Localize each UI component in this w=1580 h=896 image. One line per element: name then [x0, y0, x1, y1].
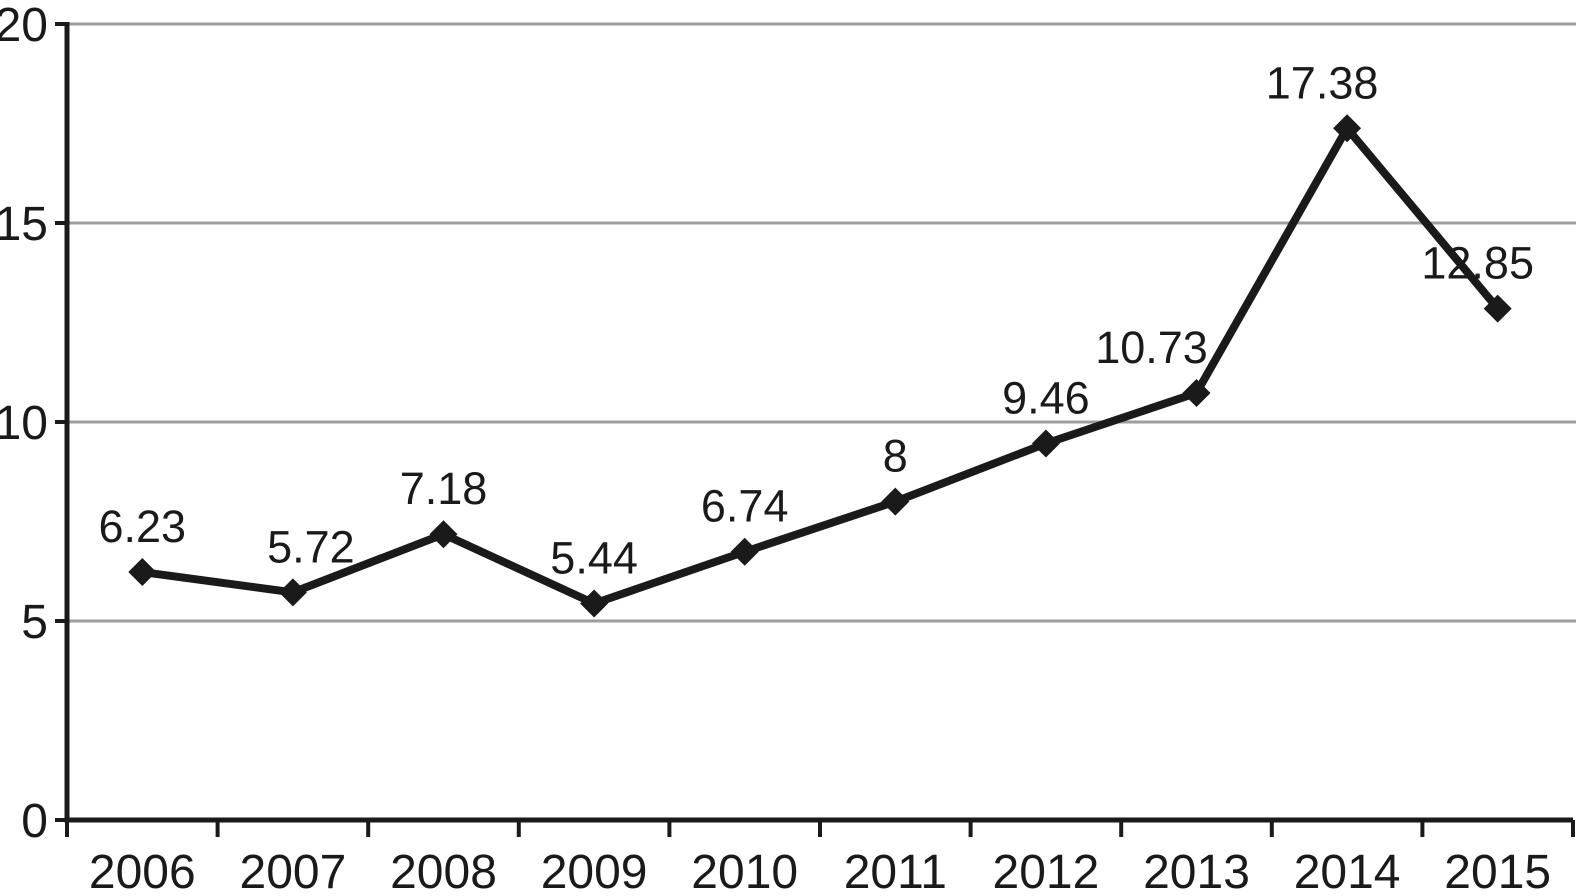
data-point-label: 10.73 [1095, 322, 1208, 373]
x-axis-category-label: 2011 [844, 846, 947, 896]
data-point-marker [1182, 378, 1211, 407]
series-line [141, 121, 1501, 608]
x-axis-category-label: 2007 [240, 846, 347, 896]
data-point-label: 17.38 [1266, 57, 1379, 108]
x-axis-category-label: 2006 [89, 846, 196, 896]
y-axis-tick-label: 15 [0, 198, 48, 251]
x-axis-category-label: 2015 [1444, 846, 1551, 896]
y-axis-tick-label: 20 [0, 0, 48, 52]
data-point-marker [278, 578, 307, 607]
x-axis-category-label: 2010 [691, 846, 798, 896]
data-point-label: 7.18 [400, 463, 488, 514]
x-axis-category-label: 2014 [1294, 846, 1401, 896]
x-axis-category-label: 2012 [993, 846, 1100, 896]
y-axis-tick-label: 0 [21, 795, 48, 848]
data-point-label: 5.44 [550, 532, 638, 583]
data-point-label: 9.46 [1002, 372, 1090, 423]
x-axis-category-label: 2013 [1143, 846, 1250, 896]
data-point-marker [429, 520, 458, 549]
data-point-marker [881, 487, 910, 516]
x-axis-category-label: 2008 [390, 846, 497, 896]
data-point-marker [1333, 114, 1362, 143]
data-point-marker [1031, 429, 1060, 458]
data-point-marker [730, 537, 759, 566]
y-axis-tick-label: 5 [21, 596, 48, 649]
data-point-label: 6.74 [701, 481, 789, 532]
data-point-label: 6.23 [99, 501, 187, 552]
y-axis-tick-label: 10 [0, 397, 48, 450]
data-point-label: 8 [883, 431, 908, 482]
data-point-marker [580, 589, 609, 618]
data-point-marker [1483, 294, 1512, 323]
data-point-marker [128, 558, 157, 587]
data-point-label: 5.72 [267, 521, 355, 572]
x-axis-category-label: 2009 [541, 846, 648, 896]
data-point-label: 12.85 [1421, 238, 1534, 289]
